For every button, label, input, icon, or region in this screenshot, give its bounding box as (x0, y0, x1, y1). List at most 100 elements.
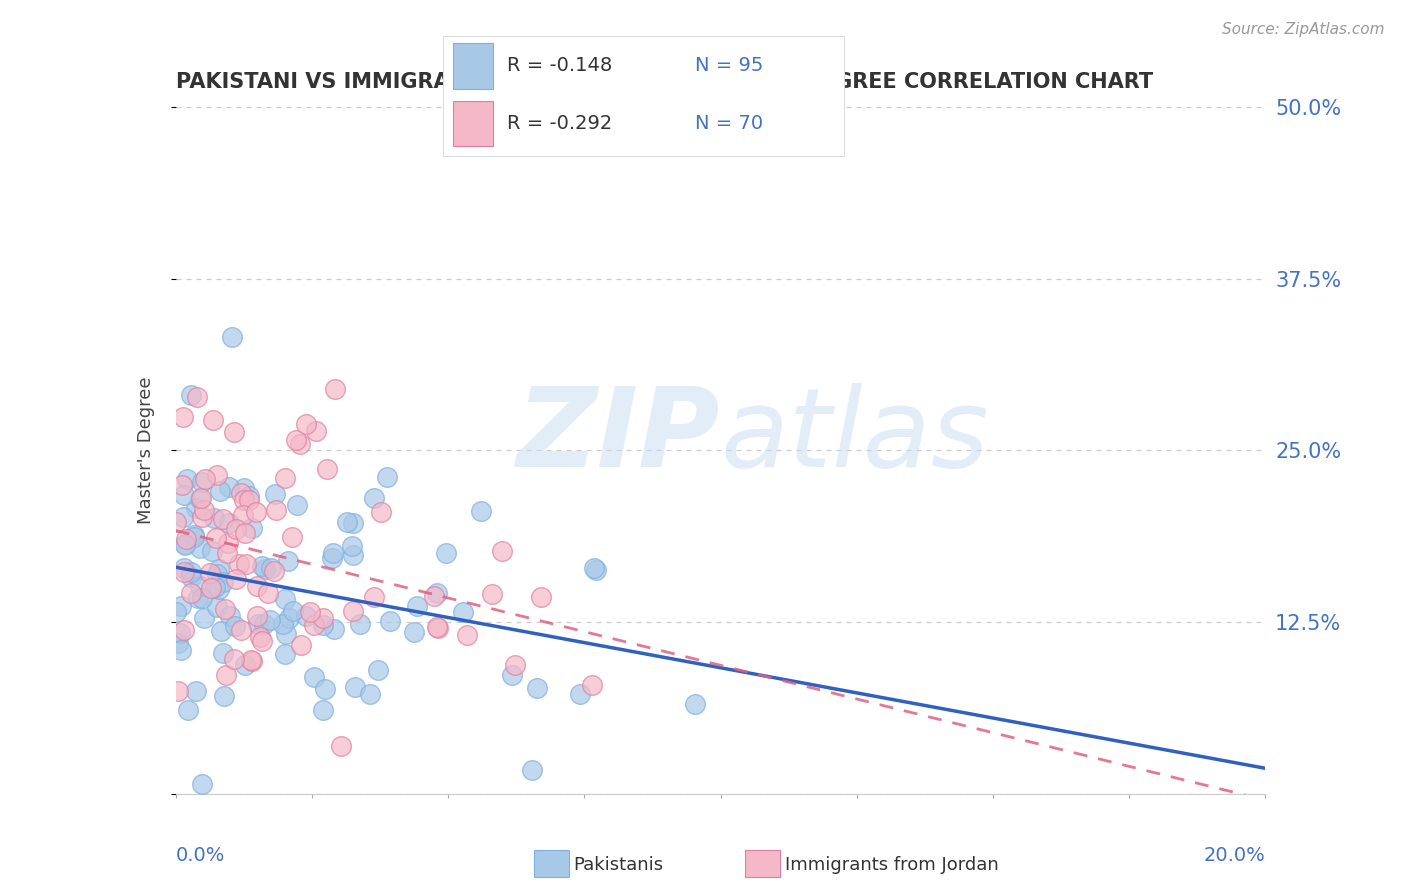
Point (305, 425, 328, 439)
Text: 20.0%: 20.0% (1204, 847, 1265, 865)
Point (184, 684, 207, 698)
Point (363, 591, 385, 605)
Point (212, 575, 235, 590)
Point (585, 563, 607, 577)
Point (232, 481, 254, 495)
Point (240, 652, 263, 666)
Point (188, 541, 211, 556)
Y-axis label: Master's Degree: Master's Degree (136, 376, 155, 524)
Point (200, 581, 222, 595)
Point (201, 544, 224, 558)
Point (342, 539, 364, 553)
Point (426, 585, 449, 599)
Point (198, 566, 221, 580)
Point (342, 516, 364, 530)
Point (314, 682, 336, 697)
Bar (453, 101, 494, 146)
Point (231, 486, 253, 500)
Point (322, 622, 344, 636)
Point (170, 599, 193, 613)
Point (530, 590, 553, 604)
Point (212, 689, 235, 703)
Point (238, 493, 260, 508)
Point (245, 579, 267, 593)
Text: N = 95: N = 95 (696, 56, 763, 75)
Point (426, 621, 449, 635)
Point (193, 503, 215, 517)
Point (173, 488, 195, 502)
Point (404, 624, 426, 639)
Point (249, 630, 271, 644)
Point (174, 537, 197, 551)
Point (224, 619, 246, 633)
Point (253, 562, 276, 576)
Point (246, 616, 269, 631)
Point (231, 623, 253, 637)
Point (215, 668, 238, 682)
Point (176, 473, 198, 487)
Point (194, 472, 217, 486)
Point (222, 425, 245, 439)
Point (183, 528, 205, 542)
Point (273, 616, 295, 631)
Point (233, 492, 256, 507)
Point (184, 500, 207, 515)
Text: 0.0%: 0.0% (176, 847, 225, 865)
Point (173, 565, 195, 579)
Point (336, 515, 359, 529)
Text: atlas: atlas (721, 384, 990, 491)
Point (191, 509, 214, 524)
Point (172, 410, 194, 425)
Point (187, 591, 209, 605)
Point (208, 561, 231, 575)
Point (568, 687, 591, 701)
Point (299, 605, 322, 619)
Point (235, 525, 257, 540)
Point (349, 616, 371, 631)
Point (209, 483, 232, 498)
Point (288, 437, 311, 451)
Point (453, 605, 475, 619)
Point (363, 491, 385, 506)
Point (235, 557, 257, 571)
Point (378, 614, 401, 628)
Point (174, 538, 197, 552)
Point (323, 382, 346, 396)
Point (191, 777, 214, 791)
Point (177, 703, 200, 717)
Point (172, 509, 194, 524)
Point (456, 628, 478, 642)
Point (204, 580, 226, 594)
Point (342, 548, 364, 562)
Point (321, 550, 343, 565)
Point (329, 739, 352, 753)
Point (281, 530, 304, 544)
Point (205, 468, 228, 483)
Point (370, 505, 392, 519)
Point (191, 475, 214, 489)
Point (215, 546, 238, 560)
Point (173, 623, 195, 637)
Point (212, 512, 235, 526)
Point (167, 683, 190, 698)
Point (522, 764, 544, 778)
Point (233, 657, 256, 672)
Point (170, 478, 193, 492)
Point (205, 567, 228, 582)
Point (285, 434, 308, 448)
Point (169, 626, 191, 640)
Point (294, 417, 316, 432)
Point (302, 670, 325, 684)
Text: PAKISTANI VS IMMIGRANTS FROM JORDAN MASTER'S DEGREE CORRELATION CHART: PAKISTANI VS IMMIGRANTS FROM JORDAN MAST… (176, 71, 1153, 92)
Point (257, 585, 280, 599)
Text: N = 70: N = 70 (696, 114, 763, 133)
Point (179, 388, 201, 402)
Text: R = -0.292: R = -0.292 (508, 114, 612, 133)
Text: Immigrants from Jordan: Immigrants from Jordan (785, 856, 998, 874)
Point (316, 462, 339, 476)
Point (278, 611, 301, 625)
Point (205, 599, 228, 614)
Point (180, 585, 202, 599)
Point (321, 546, 343, 560)
Point (312, 610, 335, 624)
